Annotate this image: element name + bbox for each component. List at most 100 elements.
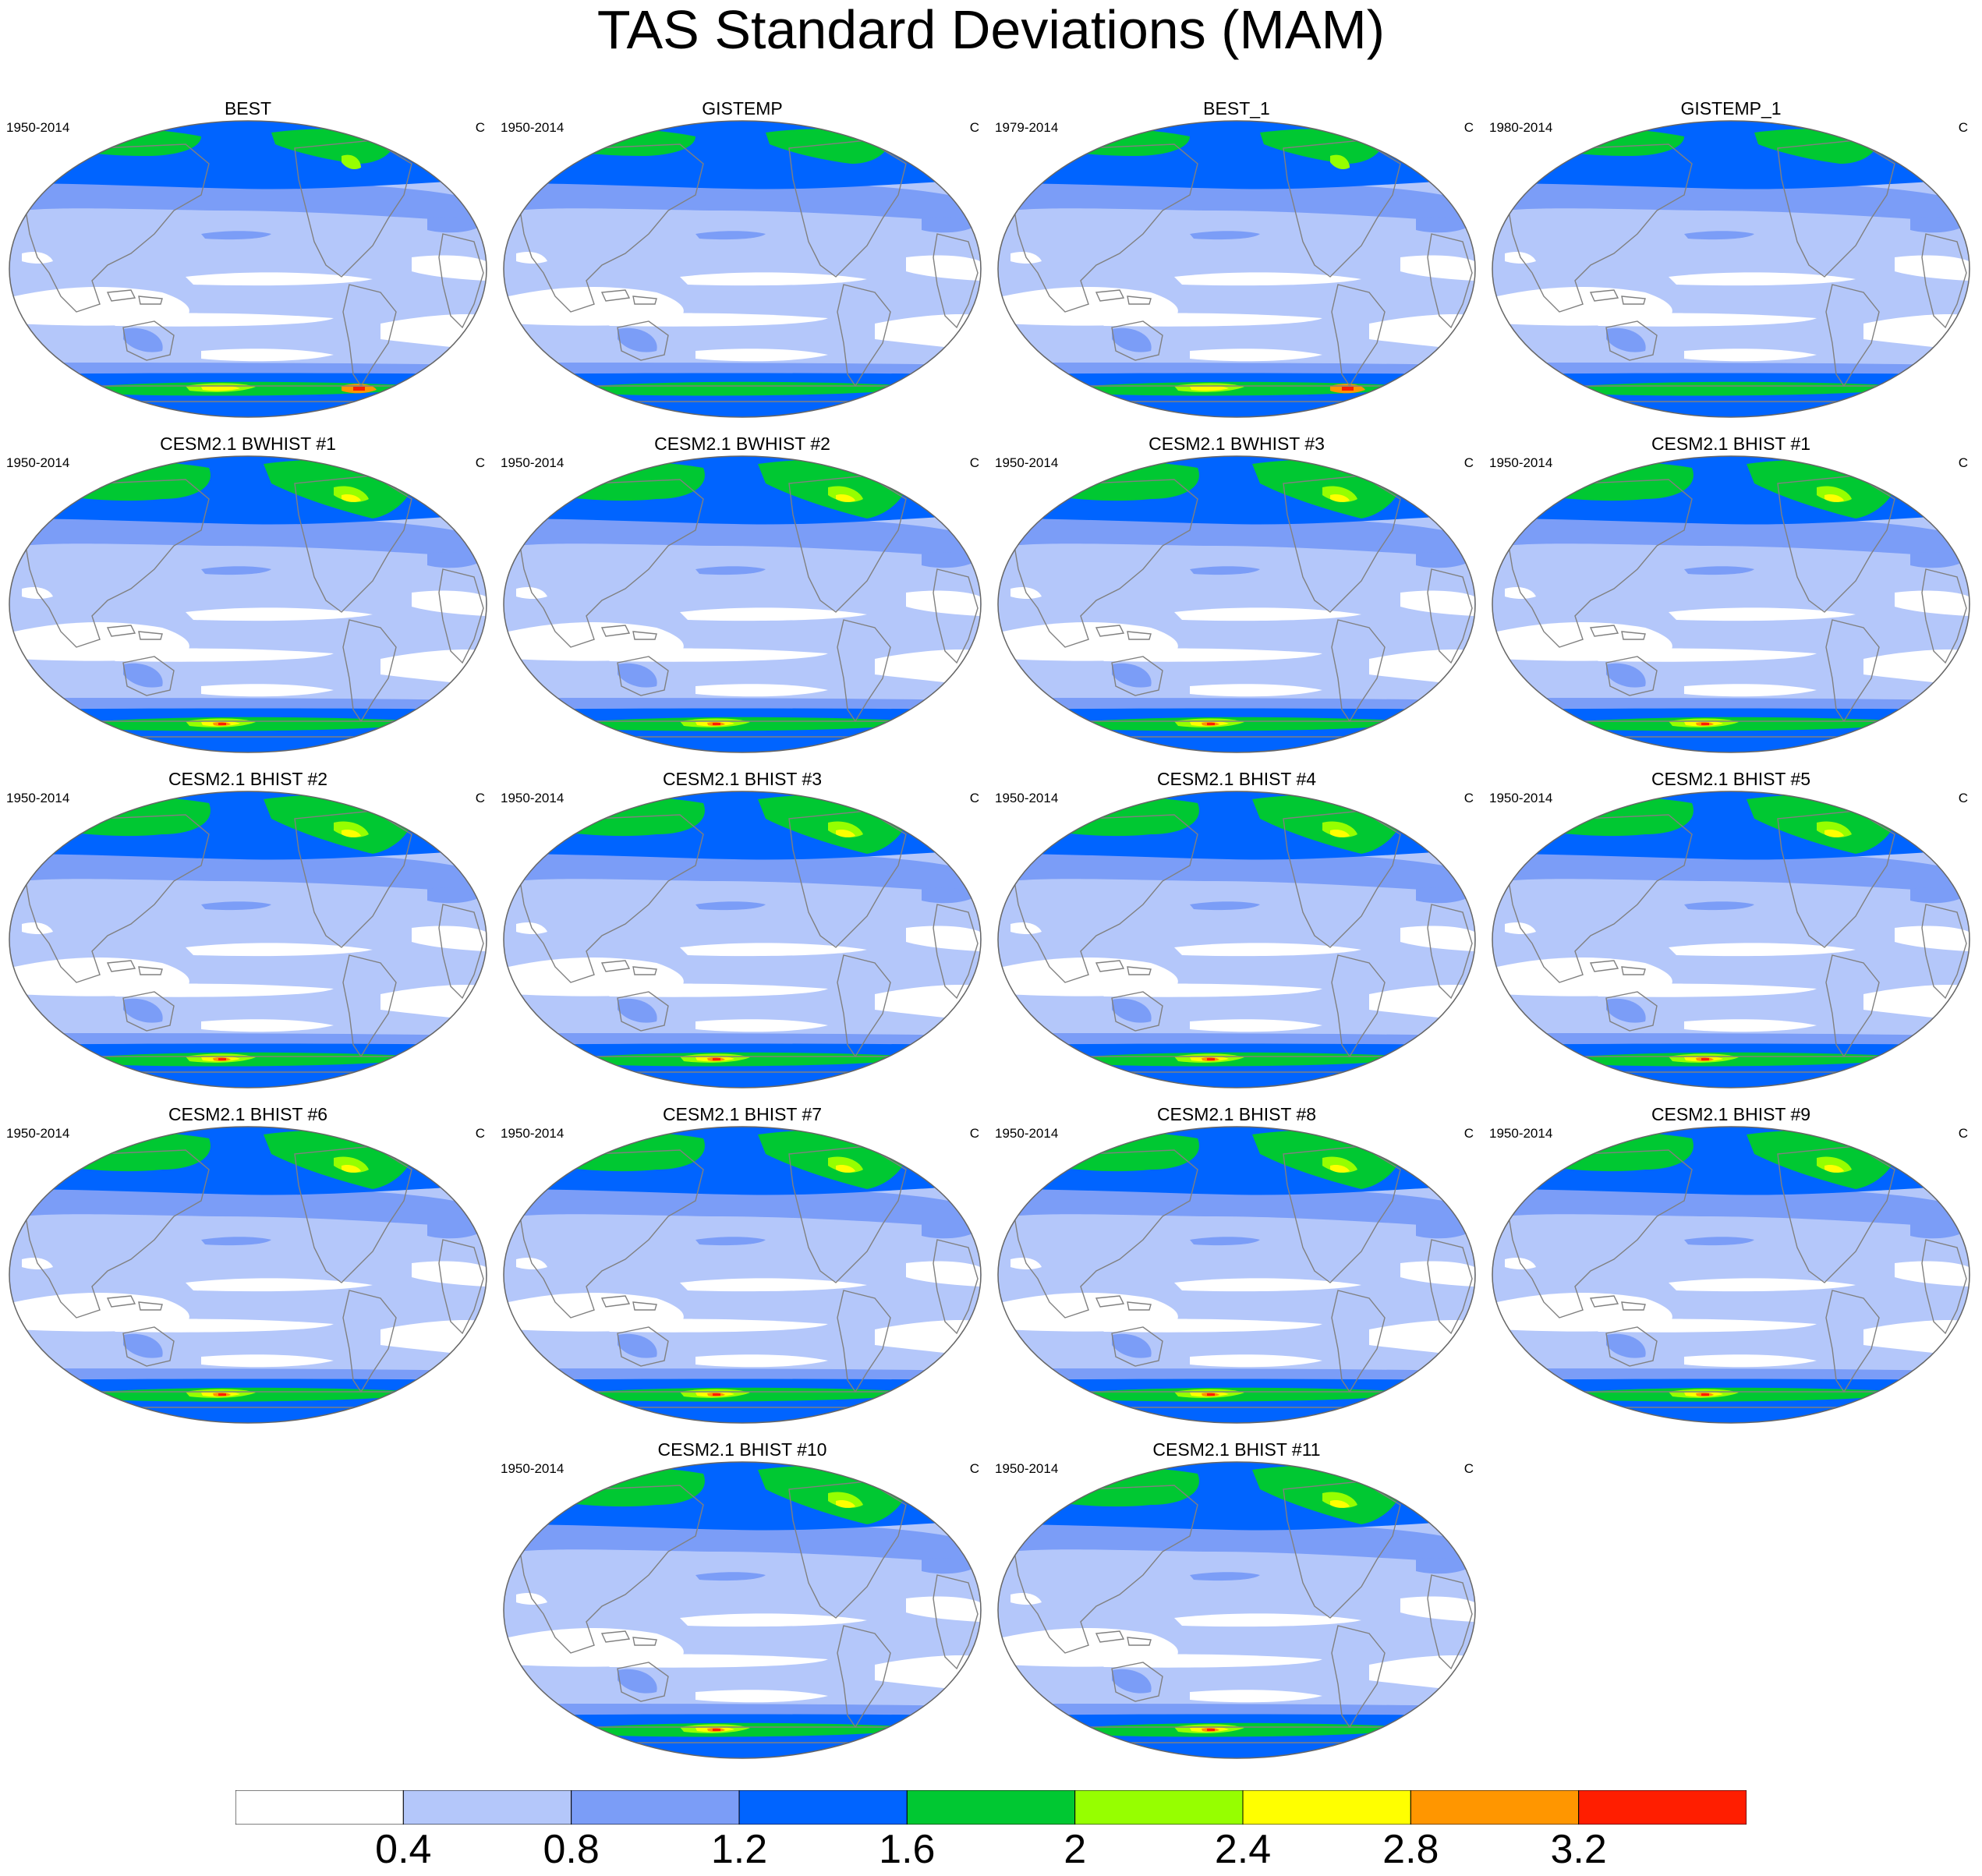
coastline [25, 814, 210, 983]
coastline [600, 289, 631, 302]
coastline [1621, 966, 1646, 975]
low-variance-region [680, 272, 867, 286]
map-panel: GISTEMP 1950-2014 C [501, 98, 984, 418]
colorbar-swatch [1410, 1789, 1580, 1825]
low-variance-region [594, 1319, 828, 1333]
coastline [122, 991, 175, 1032]
mid-variance-region [1684, 231, 1754, 240]
coastline [342, 1290, 397, 1393]
mid-variance-region [1190, 1572, 1260, 1581]
coastline [1621, 1301, 1646, 1311]
coastline [1589, 1295, 1619, 1308]
low-variance-region [201, 1019, 334, 1032]
panel-period: 1950-2014 [995, 1461, 1059, 1476]
mid-variance-region [1416, 1558, 1471, 1574]
mid-variance-region [618, 998, 657, 1023]
low-variance-region [1174, 272, 1361, 286]
high-latitude-north [998, 456, 1475, 525]
map-globe [9, 791, 487, 1088]
panel-period: 1950-2014 [995, 791, 1059, 805]
coastline [632, 1301, 657, 1311]
high-latitude-north [504, 791, 981, 860]
mid-variance-region [201, 231, 271, 240]
coastline [1111, 1662, 1163, 1702]
high-variance-south [1583, 381, 1910, 396]
coastline [294, 1145, 412, 1283]
coastline [342, 284, 397, 388]
high-latitude-south [504, 1714, 981, 1758]
low-variance-region [412, 590, 486, 616]
low-variance-region [201, 349, 334, 362]
coastline [1921, 1239, 1967, 1335]
mid-variance-region [695, 901, 766, 911]
coastline [1508, 814, 1693, 983]
map-panel: CESM2.1 BHIST #1 1950-2014 C [1489, 435, 1973, 753]
map-panel: CESM2.1 BHIST #6 1950-2014 C [6, 1106, 490, 1424]
coastline [1621, 296, 1646, 305]
low-variance-region [201, 684, 334, 697]
low-variance-region [695, 349, 828, 362]
coastline [1825, 1290, 1880, 1393]
low-variance-region [412, 926, 486, 951]
coastline [1589, 960, 1619, 972]
low-variance-region [100, 983, 334, 997]
high-variance-south [594, 1052, 922, 1067]
coastline [1331, 954, 1386, 1058]
low-variance-region [100, 648, 334, 662]
map-panel: CESM2.1 BHIST #5 1950-2014 C [1489, 770, 1973, 1088]
map-panel: CESM2.1 BHIST #11 1950-2014 C [995, 1441, 1478, 1759]
coastline [1427, 1239, 1473, 1335]
panel-units: C [475, 1126, 485, 1141]
panel-units: C [1958, 791, 1968, 805]
coastline [837, 1625, 891, 1729]
coastline [788, 475, 907, 613]
coastline [632, 966, 657, 975]
map-panel: CESM2.1 BHIST #7 1950-2014 C [501, 1106, 984, 1424]
high-variance-south [1088, 1387, 1416, 1402]
map-outline [503, 1126, 982, 1424]
high-variance-south [1088, 1052, 1416, 1067]
low-variance-region [906, 590, 980, 616]
mid-variance-region [1910, 217, 1965, 233]
panel-units: C [969, 1126, 979, 1141]
coastline [138, 296, 163, 305]
mid-variance-region [1910, 552, 1965, 568]
coastline [1014, 143, 1198, 313]
panel-period: 1950-2014 [995, 1126, 1059, 1141]
mid-variance-region [1910, 887, 1965, 904]
mid-variance-region [1112, 1333, 1152, 1358]
panel-period: 1950-2014 [6, 120, 70, 135]
low-variance-region [680, 943, 867, 957]
panel-units: C [1463, 1461, 1474, 1476]
coastline [25, 143, 210, 313]
low-variance-region [1669, 607, 1856, 621]
map-globe [9, 120, 487, 418]
high-latitude-north [1492, 791, 1970, 860]
high-latitude-north [998, 1462, 1475, 1531]
low-variance-region [186, 272, 373, 286]
panel-units: C [475, 791, 485, 805]
low-variance-region [1088, 313, 1322, 327]
coastline [617, 1326, 669, 1367]
map-globe [997, 1461, 1476, 1759]
high-latitude-north [1492, 121, 1970, 189]
map-outline [9, 1126, 487, 1424]
low-variance-region [906, 255, 980, 281]
coastline [1777, 1145, 1895, 1283]
map-outline [9, 791, 487, 1088]
coastline [1331, 1290, 1386, 1393]
panel-units: C [969, 455, 979, 470]
panel-title: GISTEMP [702, 98, 783, 119]
mid-variance-region [427, 887, 482, 904]
map-outline [503, 120, 982, 418]
colorbar-swatch [571, 1789, 740, 1825]
coastline [837, 284, 891, 388]
high-latitude-south [1492, 373, 1970, 417]
coastline [1283, 1145, 1401, 1283]
coastline [788, 1145, 907, 1283]
panel-period: 1980-2014 [1489, 120, 1553, 135]
panel-title: BEST_1 [1203, 98, 1270, 119]
low-variance-region [1583, 983, 1817, 997]
low-variance-region [1583, 313, 1817, 327]
high-latitude-south [9, 1043, 487, 1088]
